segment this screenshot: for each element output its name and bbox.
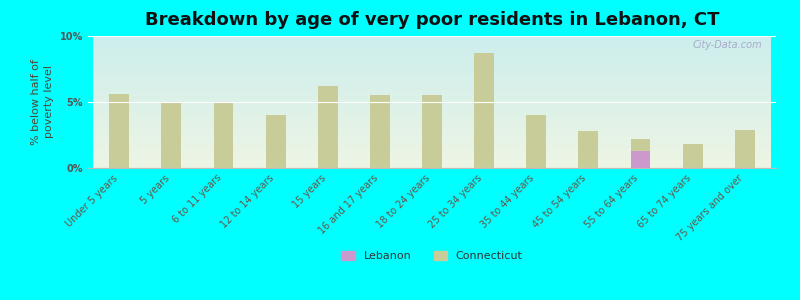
Bar bbox=[110, 94, 129, 168]
Bar bbox=[422, 95, 442, 168]
Legend: Lebanon, Connecticut: Lebanon, Connecticut bbox=[337, 246, 527, 266]
Bar bbox=[630, 151, 650, 168]
Bar bbox=[266, 115, 286, 168]
Title: Breakdown by age of very poor residents in Lebanon, CT: Breakdown by age of very poor residents … bbox=[145, 11, 719, 29]
Bar bbox=[526, 115, 546, 168]
Bar bbox=[735, 130, 754, 168]
Bar bbox=[682, 144, 702, 168]
Bar bbox=[318, 86, 338, 168]
Text: City-Data.com: City-Data.com bbox=[693, 40, 762, 50]
Bar bbox=[214, 103, 234, 168]
Bar bbox=[474, 53, 494, 168]
Bar bbox=[630, 139, 650, 168]
Bar bbox=[370, 95, 390, 168]
Y-axis label: % below half of
poverty level: % below half of poverty level bbox=[31, 59, 54, 145]
Bar bbox=[578, 131, 598, 168]
Bar bbox=[162, 102, 182, 168]
